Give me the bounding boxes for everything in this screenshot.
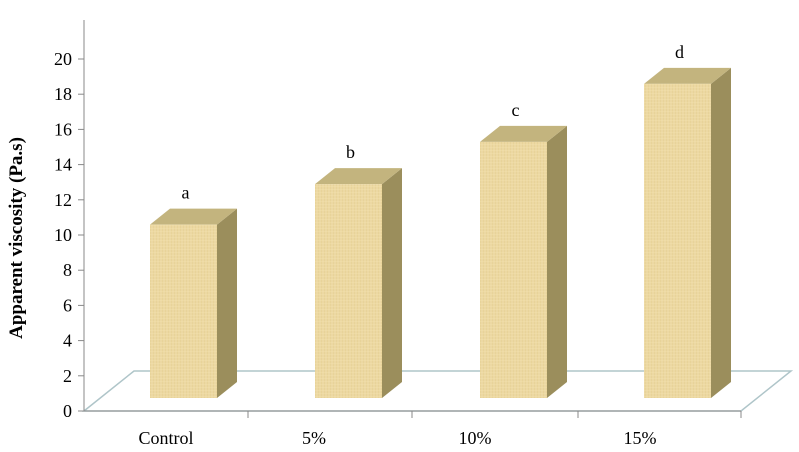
y-tick-label: 12 <box>54 190 72 210</box>
y-tick-label: 8 <box>63 260 72 280</box>
y-tick-label: 2 <box>63 366 72 386</box>
labels: a Control b 5% c 10% d 15% <box>138 42 684 448</box>
significance-label: b <box>346 142 355 162</box>
y-tick-label: 18 <box>54 84 72 104</box>
bar-side-face <box>217 208 237 398</box>
significance-label: a <box>182 183 190 203</box>
y-axis-title: Apparent viscosity (Pa.s) <box>6 137 27 339</box>
y-tick-label: 6 <box>63 295 72 315</box>
y-tick-label: 0 <box>63 401 72 421</box>
x-category-label: 15% <box>624 428 657 448</box>
bar-front-face <box>644 83 711 398</box>
bar-front-face <box>150 224 217 398</box>
bar-front-face <box>315 184 382 398</box>
y-tick-label: 14 <box>54 155 72 175</box>
bar-side-face <box>382 168 402 398</box>
bar <box>150 208 237 398</box>
y-tick-label: 16 <box>54 119 72 139</box>
significance-label: c <box>512 100 520 120</box>
y-tick-label: 10 <box>54 225 72 245</box>
y-tick-label: 20 <box>54 49 72 69</box>
bar <box>315 168 402 398</box>
bar-top-face <box>644 67 731 84</box>
x-category-label: 5% <box>302 428 326 448</box>
bar-top-face <box>150 208 237 225</box>
y-tick-label: 4 <box>63 331 72 351</box>
bar-top-face <box>480 125 567 142</box>
bar-side-face <box>711 67 731 398</box>
bar <box>480 125 567 399</box>
bar <box>644 67 731 398</box>
x-category-label: 10% <box>459 428 492 448</box>
bars <box>150 67 731 399</box>
significance-label: d <box>675 42 684 62</box>
bar-top-face <box>315 168 402 185</box>
x-category-label: Control <box>138 428 193 448</box>
bar-front-face <box>480 141 547 399</box>
bar-side-face <box>547 125 567 399</box>
axes: 0 2 4 6 8 10 12 14 16 18 20 <box>54 20 742 421</box>
